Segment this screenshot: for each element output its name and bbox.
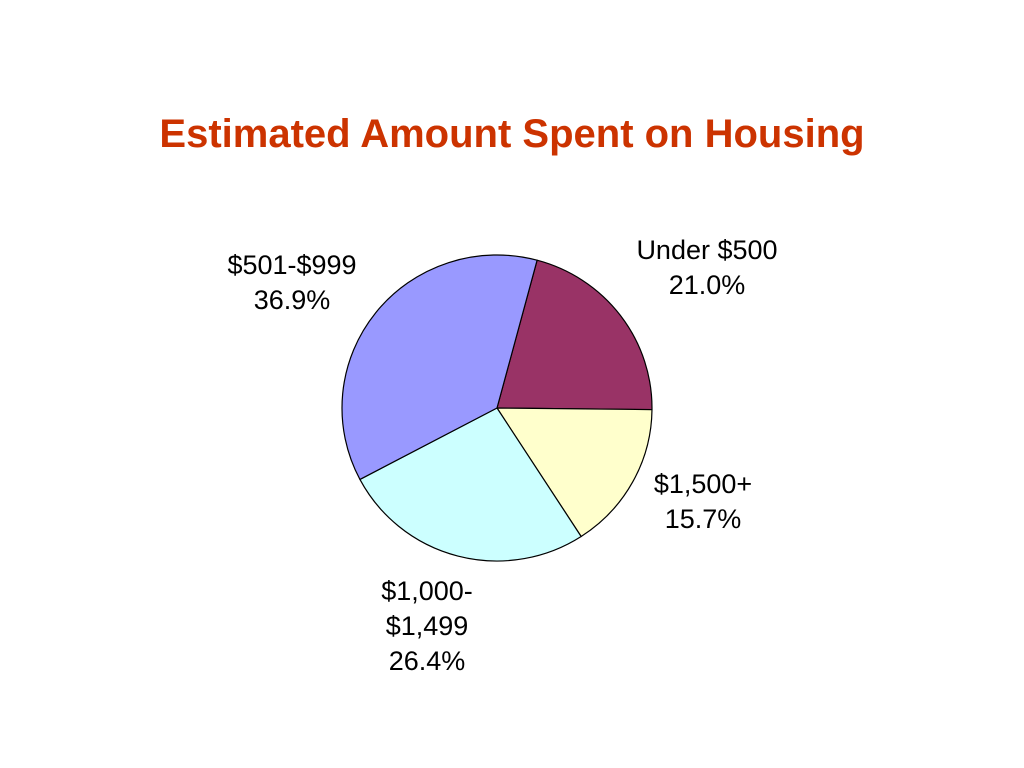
slice-label-line: $1,499 — [386, 611, 469, 641]
pie-slice-3 — [359, 407, 582, 562]
slice-label-line: $501-$999 — [227, 250, 356, 280]
slice-label-line: $1,000- — [381, 576, 473, 606]
slice-label-line: 36.9% — [254, 285, 331, 315]
chart-title: Estimated Amount Spent on Housing — [159, 112, 865, 156]
slice-label-line: 15.7% — [665, 504, 742, 534]
slice-label-line: 21.0% — [669, 270, 746, 300]
slice-label-line: $1,500+ — [654, 469, 752, 499]
pie-slice-4 — [341, 254, 538, 481]
slice-label-line: 26.4% — [389, 646, 466, 676]
slice-label-4: $501-$999 36.9% — [227, 250, 356, 315]
pie-labels: Under $500 21.0% $1,500+ 15.7% $1,000- $1,499… — [227, 235, 777, 676]
slice-label-2: $1,500+ 15.7% — [654, 469, 752, 534]
pie-slice-2 — [496, 407, 653, 538]
pie-slices — [341, 254, 653, 562]
slice-label-1: Under $500 21.0% — [636, 235, 777, 300]
slice-label-line: Under $500 — [636, 235, 777, 265]
pie-slice-1 — [496, 259, 653, 411]
slice-label-3: $1,000- $1,499 26.4% — [381, 576, 473, 676]
